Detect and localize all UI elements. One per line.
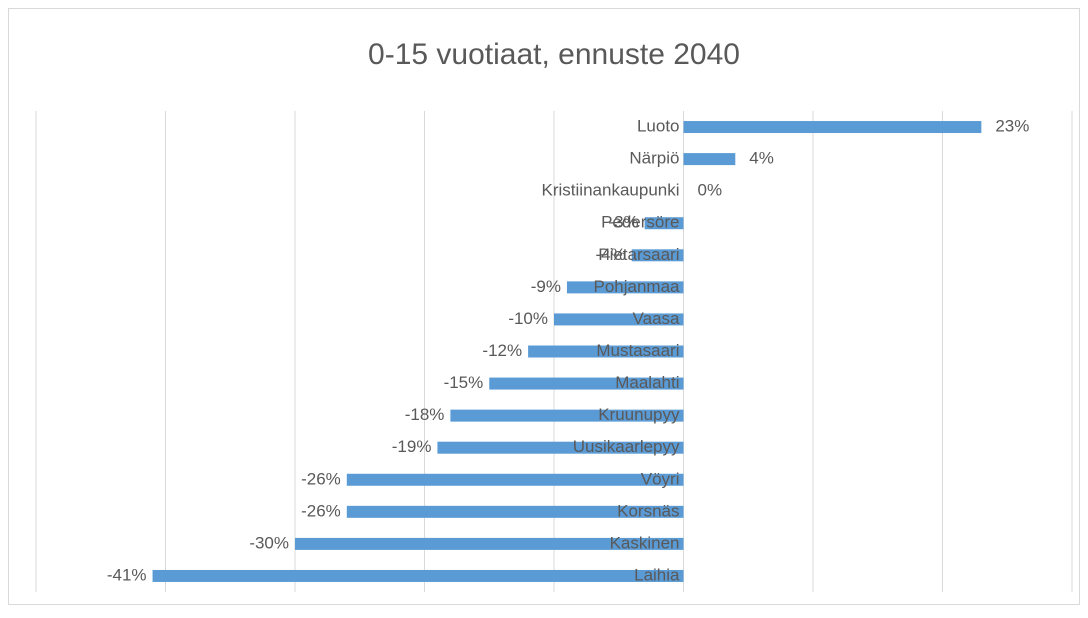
category-label: Pohjanmaa [593,277,680,296]
bar [489,377,684,390]
category-label: Kruunupyy [598,405,680,424]
category-label: Uusikaarlepyy [573,437,680,456]
data-label: -41% [107,565,147,584]
chart-title: 0-15 vuotiaat, ennuste 2040 [368,38,740,71]
category-label: Pedersöre [601,213,679,232]
data-label: -18% [405,405,445,424]
bar [295,537,684,550]
category-label: Mustasaari [596,341,679,360]
data-label: 4% [749,149,774,168]
chart-frame [8,8,1080,605]
category-label: Korsnäs [617,501,679,520]
data-label: 0% [698,181,723,200]
bar [450,409,684,422]
data-label: -4% [595,245,625,264]
bar [152,569,684,582]
data-label: -12% [482,341,522,360]
data-label: -30% [249,533,289,552]
bar [644,217,684,230]
category-label: Luoto [637,117,680,136]
bar [683,153,736,166]
category-label: Laihia [634,565,680,584]
data-label: -26% [301,469,341,488]
data-label: -15% [444,373,484,392]
category-label: Kaskinen [610,533,680,552]
data-label: 23% [995,117,1029,136]
bar [566,281,684,294]
data-label: -19% [392,437,432,456]
data-label: -10% [508,309,548,328]
plot-area: Luoto 23% Närpiö 4% Kristiinankaupunki 0% Pede… [35,111,1073,592]
category-label: Kristiinankaupunki [542,181,680,200]
category-label: Vaasa [633,309,680,328]
data-label: -9% [531,277,561,296]
category-label: Vöyri [641,469,680,488]
bar [528,345,684,358]
bar [437,441,684,454]
bar [346,505,684,518]
category-label: Närpiö [629,149,679,168]
data-label: -3% [608,213,638,232]
bar [554,313,684,326]
data-label: -26% [301,501,341,520]
bar [631,249,684,262]
category-label: Pietarsaari [598,245,679,264]
bar [346,473,684,486]
bar [683,121,982,134]
category-label: Maalahti [615,373,679,392]
